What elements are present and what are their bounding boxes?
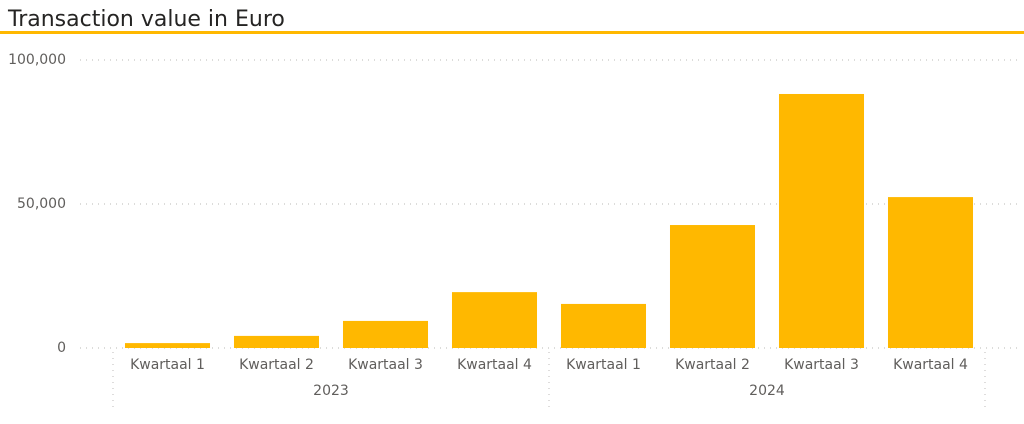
x-tick-label: Kwartaal 4 — [457, 357, 532, 373]
bar — [233, 335, 320, 348]
group-label: 2024 — [749, 383, 785, 399]
x-tick-label: Kwartaal 3 — [348, 357, 423, 373]
bar — [669, 225, 756, 348]
group-label: 2023 — [313, 383, 349, 399]
y-tick-label: 100,000 — [8, 52, 66, 68]
y-tick-label: 0 — [57, 340, 66, 356]
title-underline — [0, 31, 1024, 34]
bar — [778, 93, 865, 348]
x-tick-label: Kwartaal 2 — [675, 357, 750, 373]
x-tick-label: Kwartaal 1 — [566, 357, 641, 373]
x-tick-label: Kwartaal 1 — [130, 357, 205, 373]
bar — [124, 343, 211, 348]
bar — [560, 303, 647, 348]
bar — [342, 320, 429, 348]
x-tick-label: Kwartaal 4 — [893, 357, 968, 373]
y-tick-label: 50,000 — [17, 196, 66, 212]
chart-title: Transaction value in Euro — [7, 7, 285, 32]
x-tick-label: Kwartaal 3 — [784, 357, 859, 373]
bar — [451, 292, 538, 348]
x-tick-label: Kwartaal 2 — [239, 357, 314, 373]
bar — [887, 197, 974, 348]
